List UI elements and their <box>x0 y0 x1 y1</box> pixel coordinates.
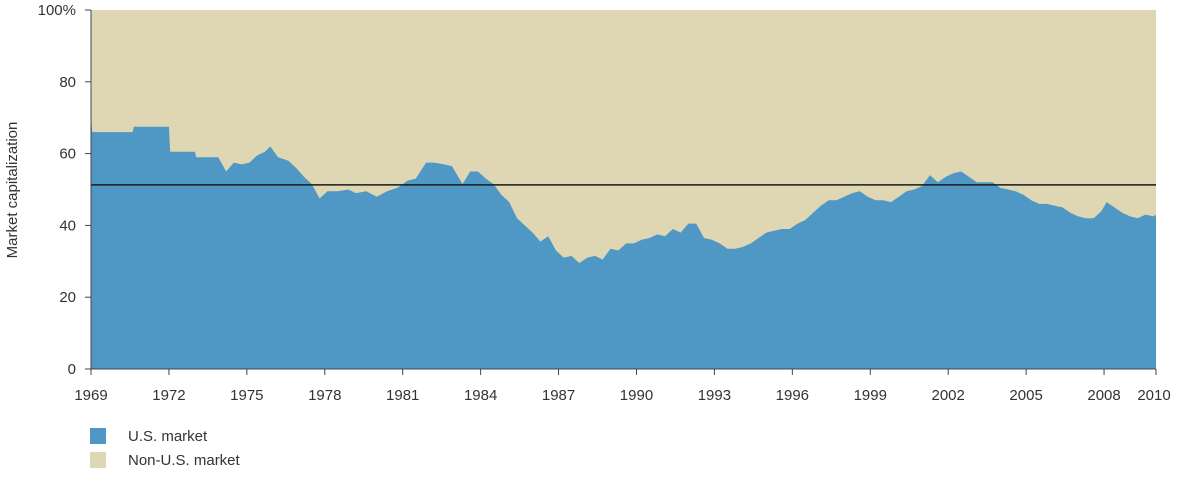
x-tick-label: 2005 <box>1009 387 1042 404</box>
y-axis-title: Market capitalization <box>4 122 21 259</box>
y-tick-label: 0 <box>68 361 76 378</box>
legend-label-non-us: Non-U.S. market <box>128 451 240 469</box>
x-tick-labels: 1969 1972 1975 1978 1981 1984 1987 1990 1993 1996… <box>74 387 1170 404</box>
x-tick-label: 1975 <box>230 387 263 404</box>
x-tick-label: 1987 <box>542 387 575 404</box>
x-tick-label: 1981 <box>386 387 419 404</box>
x-tick-label: 2002 <box>932 387 965 404</box>
legend-swatch-us <box>90 428 106 444</box>
y-tick-label: 40 <box>59 217 76 234</box>
legend: U.S. market Non-U.S. market <box>90 424 240 472</box>
x-tick-label: 1996 <box>776 387 809 404</box>
x-tick-label: 1969 <box>74 387 107 404</box>
x-tick-label: 1993 <box>698 387 731 404</box>
y-tick-labels: 0 20 40 60 80 100% <box>38 2 76 378</box>
area-us <box>91 117 1156 369</box>
legend-item-non-us: Non-U.S. market <box>90 448 240 472</box>
y-tick-label: 80 <box>59 74 76 91</box>
x-tick-label: 1972 <box>152 387 185 404</box>
legend-swatch-non-us <box>90 452 106 468</box>
y-tick-label: 100% <box>38 2 76 19</box>
x-tick-label: 2008 <box>1087 387 1120 404</box>
axes <box>85 9 1157 375</box>
x-tick-label: 1978 <box>308 387 341 404</box>
legend-label-us: U.S. market <box>128 427 208 445</box>
x-tick-label: 1999 <box>854 387 887 404</box>
y-tick-label: 20 <box>59 289 76 306</box>
y-tick-label: 60 <box>59 146 76 163</box>
legend-item-us: U.S. market <box>90 424 240 448</box>
plot-area <box>91 10 1156 369</box>
x-tick-label: 1990 <box>620 387 653 404</box>
x-tick-label: 1984 <box>464 387 497 404</box>
x-tick-label: 2010 <box>1137 387 1170 404</box>
